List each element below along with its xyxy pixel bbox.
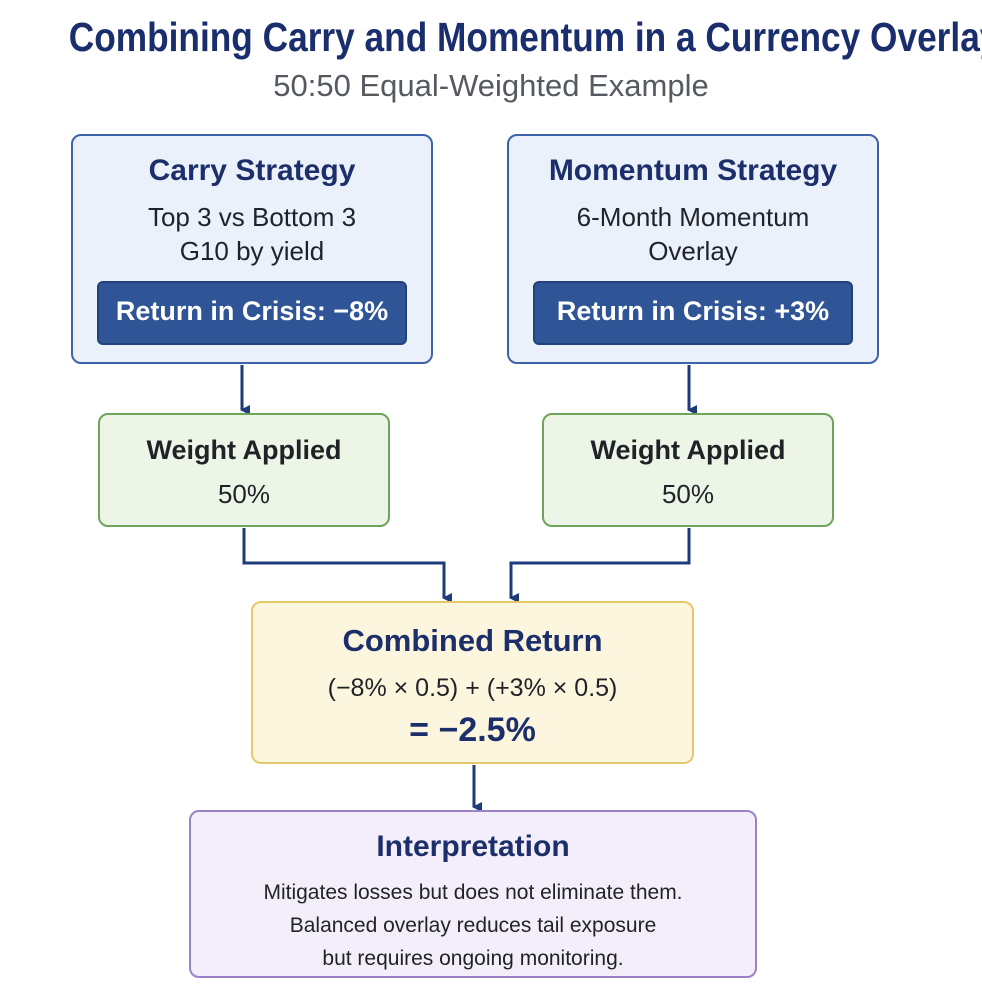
carry-strategy-description: Top 3 vs Bottom 3 G10 by yield <box>73 200 431 268</box>
arrow-weight-right-to-combined <box>509 528 691 603</box>
weight-box-carry: Weight Applied 50% <box>98 413 390 527</box>
combined-return-title: Combined Return <box>342 623 603 658</box>
weight-momentum-value: 50% <box>661 479 715 509</box>
weight-box-momentum: Weight Applied 50% <box>542 413 834 527</box>
carry-desc-line-2: G10 by yield <box>179 236 325 266</box>
interpretation-line-3: but requires ongoing monitoring. <box>322 947 624 970</box>
momentum-desc-line-2: Overlay <box>648 236 738 266</box>
combined-return-result: = −2.5% <box>409 711 536 749</box>
page-title: Combining Carry and Momentum in a Curren… <box>68 14 982 60</box>
combined-return-formula: (−8% × 0.5) + (+3% × 0.5) <box>327 674 618 702</box>
carry-strategy-box: Carry Strategy Top 3 vs Bottom 3 G10 by … <box>71 134 433 364</box>
carry-strategy-title: Carry Strategy <box>148 154 356 187</box>
page-subtitle: 50:50 Equal-Weighted Example <box>273 68 709 103</box>
carry-desc-line-1: Top 3 vs Bottom 3 <box>147 202 357 232</box>
arrow-weight-left-to-combined <box>242 528 452 603</box>
weight-carry-title: Weight Applied <box>146 435 342 465</box>
momentum-strategy-title: Momentum Strategy <box>548 154 838 187</box>
carry-crisis-return-badge: Return in Crisis: −8% <box>97 281 407 345</box>
interpretation-box: Interpretation Mitigates losses but does… <box>189 810 757 978</box>
interpretation-title: Interpretation <box>376 830 570 863</box>
weight-momentum-title: Weight Applied <box>590 435 786 465</box>
weight-carry-value: 50% <box>217 479 271 509</box>
interpretation-line-2: Balanced overlay reduces tail exposure <box>289 914 657 937</box>
interpretation-text: Mitigates losses but does not eliminate … <box>191 876 755 975</box>
interpretation-line-1: Mitigates losses but does not eliminate … <box>263 881 683 904</box>
momentum-strategy-description: 6-Month Momentum Overlay <box>509 200 877 268</box>
momentum-crisis-return-badge: Return in Crisis: +3% <box>533 281 853 345</box>
momentum-strategy-box: Momentum Strategy 6-Month Momentum Overl… <box>507 134 879 364</box>
combined-return-box: Combined Return (−8% × 0.5) + (+3% × 0.5… <box>251 601 694 764</box>
momentum-desc-line-1: 6-Month Momentum <box>576 202 810 232</box>
